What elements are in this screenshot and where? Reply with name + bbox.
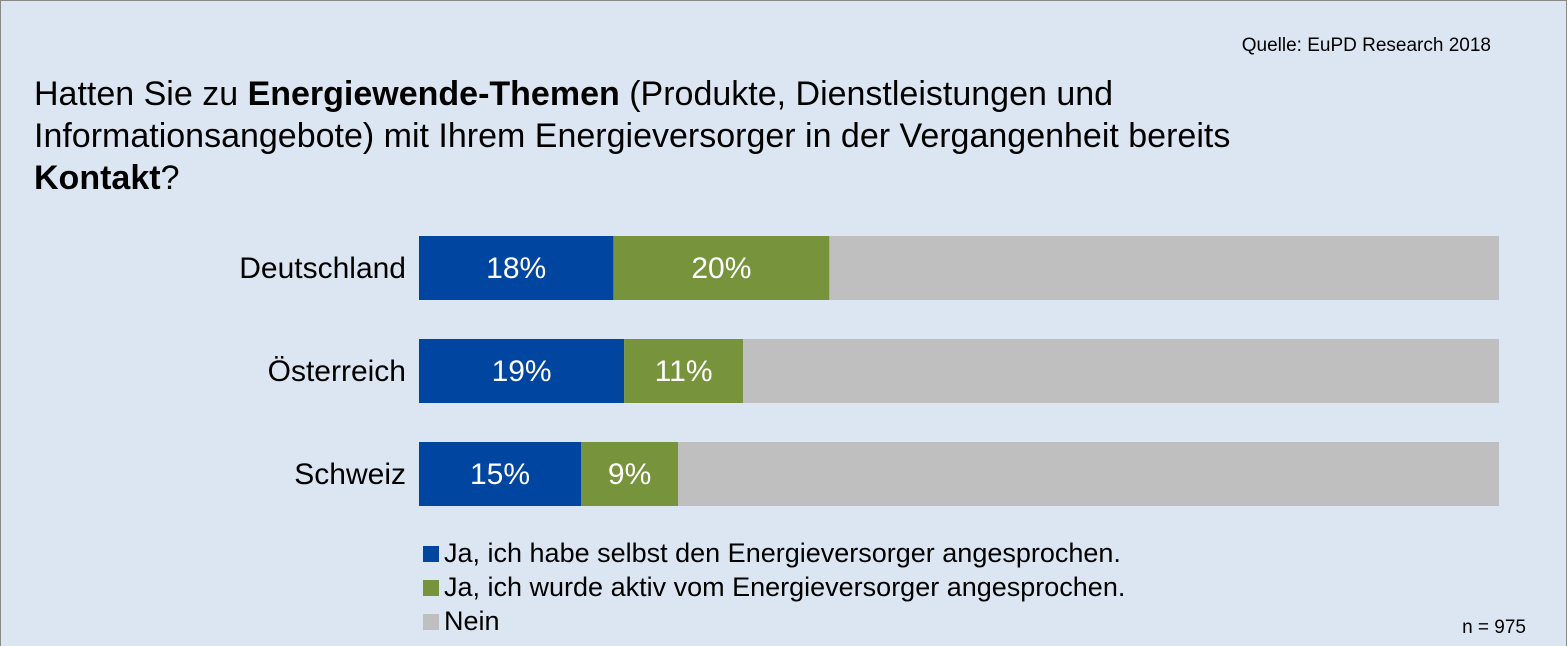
category-label: Österreich bbox=[268, 355, 406, 388]
legend-swatch bbox=[423, 546, 439, 562]
title-part: Hatten Sie zu bbox=[34, 75, 248, 113]
legend-label: Ja, ich wurde aktiv vom Energieversorger… bbox=[444, 572, 1125, 602]
title-part: Kontakt bbox=[34, 159, 161, 197]
category-label: Schweiz bbox=[294, 458, 406, 491]
legend-swatch bbox=[423, 580, 439, 596]
note: n = 975 bbox=[1462, 617, 1526, 638]
value-label: 11% bbox=[655, 355, 713, 388]
bar-segment bbox=[419, 442, 581, 506]
legend-label: Nein bbox=[444, 606, 500, 636]
bar-segment bbox=[743, 339, 1499, 403]
title-part: ? bbox=[160, 159, 180, 197]
title-part: (Produkte, Dienstleistungen und Informat… bbox=[34, 75, 1231, 155]
legend-label: Ja, ich habe selbst den Energieversorger… bbox=[444, 538, 1121, 568]
title-part: Energiewende-Themen bbox=[247, 75, 620, 113]
bar-segment bbox=[829, 236, 1499, 300]
value-label: 20% bbox=[691, 252, 751, 285]
chart-title: Hatten Sie zu Energiewende-Themen (Produ… bbox=[34, 73, 1254, 199]
value-label: 9% bbox=[608, 458, 651, 491]
legend-swatch bbox=[423, 614, 439, 630]
bar-segment bbox=[419, 236, 614, 300]
bar-segment bbox=[613, 236, 830, 300]
value-label: 19% bbox=[492, 355, 552, 388]
value-label: 15% bbox=[470, 458, 530, 491]
category-label: Deutschland bbox=[239, 252, 406, 285]
bar-segment bbox=[419, 339, 625, 403]
value-label: 18% bbox=[486, 252, 546, 285]
bar-segment bbox=[678, 442, 1499, 506]
source: Quelle: EuPD Research 2018 bbox=[1242, 35, 1491, 56]
bar-segment bbox=[581, 442, 679, 506]
bar-segment bbox=[624, 339, 743, 403]
